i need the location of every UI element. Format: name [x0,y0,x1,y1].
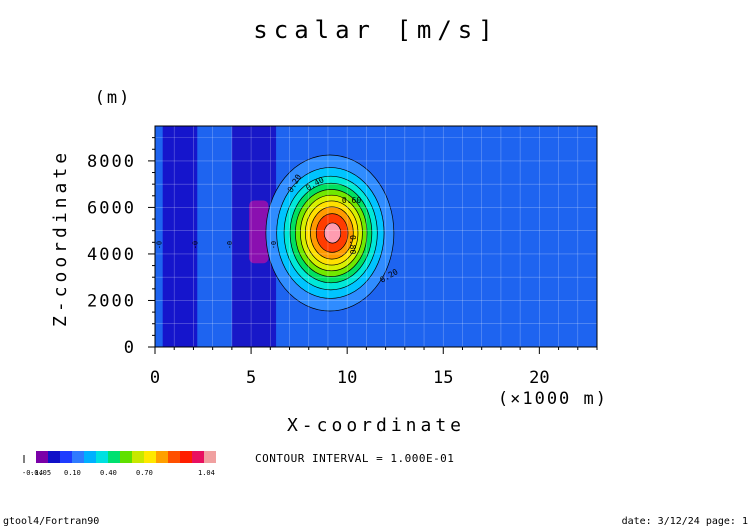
colorbar-legend: -0.14-0.05 0.10 0.40 0.70 1.04 [22,451,216,477]
band-label: -0 [226,241,234,249]
colorbar-swatch [36,451,48,463]
band-label: -0 [270,241,278,249]
x-tick-label: 20 [529,368,549,388]
colorbar-swatch [120,451,132,463]
colorbar-tick-label: 0.10 [64,469,81,477]
colorbar-swatch [132,451,144,463]
colorbar-tick-label: 0.40 [100,469,117,477]
contour-interval-text: CONTOUR INTERVAL = 1.000E-01 [255,452,454,465]
y-axis-title: Z-coordinate [50,149,71,327]
colorbar-swatch [84,451,96,463]
plot-area [155,126,597,347]
x-tick-label: 10 [337,368,357,388]
footer-left: gtool4/Fortran90 [3,516,100,527]
contour-label: 0.60 [342,196,361,205]
y-tick-label: 6000 [87,198,136,218]
y-tick-label: 4000 [87,245,136,265]
x-unit-label: (×1000 m) [498,389,608,409]
colorbar-swatch [60,451,72,463]
band-label: -0 [191,241,199,249]
band-label: -0 [156,241,164,249]
grid-lines [155,126,597,347]
y-tick-label: 0 [124,338,136,358]
colorbar-swatch [204,451,216,463]
x-tick-labels: 0 5 10 15 20 [150,368,550,388]
plot-frame [154,125,598,348]
colorbar-swatch [96,451,108,463]
negative-band [249,200,269,264]
colorbar-swatch [72,451,84,463]
colorbar-tick-label: -0.05 [30,469,51,477]
contour-fill-level [323,222,342,244]
x-tick-label: 15 [433,368,453,388]
x-tick-label: 5 [246,368,256,388]
y-unit-label: (m) [95,88,132,108]
colorbar-swatch [156,451,168,463]
colorbar-swatch [108,451,120,463]
colorbar-tick-label: 1.04 [198,469,215,477]
colorbar-tick-label: 0.70 [136,469,153,477]
contour-label: 0.80 [348,235,357,254]
colorbar-swatch [168,451,180,463]
axes [148,125,598,354]
colorbar-swatch [144,451,156,463]
y-tick-label: 8000 [87,152,136,172]
x-tick-label: 0 [150,368,160,388]
negative-band [162,126,198,347]
y-tick-labels: 0 2000 4000 6000 8000 [87,152,136,358]
x-axis-title: X-coordinate [287,415,465,436]
colorbar-swatch [192,451,204,463]
colorbar-tick-label: -0.14 [22,469,43,477]
colorbar-swatch [48,451,60,463]
footer-right: date: 3/12/24 page: 1 [621,516,748,527]
chart-title: scalar [m/s] [253,16,498,44]
y-tick-label: 2000 [87,291,136,311]
colorbar-swatch [180,451,192,463]
